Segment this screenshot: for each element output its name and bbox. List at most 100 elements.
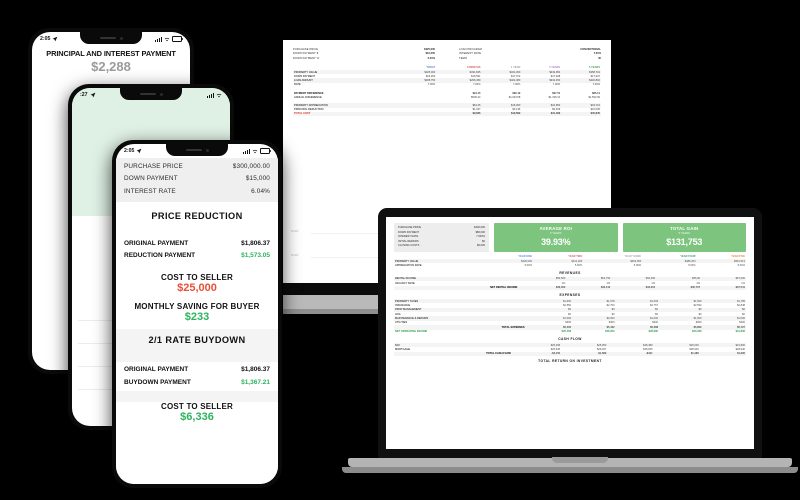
summary-right-column: LOAN PROGRAM CONVENTIONAL INTEREST RATE … [449,48,601,61]
monthly-saving-label: MONTHLY SAVING FOR BUYER [134,302,260,312]
cell: $545.24 [471,95,481,99]
fact-value: 7.540% [476,235,485,239]
average-roi-card: AVERAGE ROI 5 YEARS 39.93% [494,223,618,252]
row-value: $1,367.21 [241,378,270,386]
col-head-year-three: YEAR THREE [624,255,642,259]
earpiece-speaker-icon [99,36,116,40]
summary-row: DOWN PAYMENT $ $16,250 [293,52,435,56]
cash-flow-heading: CASH FLOW [558,336,582,341]
row-label: NOI [395,343,400,347]
cell: $5,727 [737,325,745,329]
row-label: DOWN PAYMENT [294,74,316,78]
status-left: 2:05 [40,36,58,42]
cell: 7.00% [592,83,600,87]
cell: $0 [655,312,659,316]
cell: $1,594.93 [588,95,600,99]
cell: -$191 [645,352,653,356]
col-head-year-five: YEAR FIVE [731,255,745,259]
cell: $1,678 [606,299,615,303]
principal-interest-value: $2,288 [91,59,131,74]
cell: $55,90 [692,277,701,281]
summary-row: INTEREST RATE 7.00% [459,52,601,56]
table-row: PROP MANAGEMENT $0 $0 $0 $0 $0 [394,307,746,313]
price-reduction-rows: ORIGINAL PAYMENT $1,806.37 REDUCTION PAY… [116,238,278,262]
row-label: INSURANCE [395,303,411,307]
laptop-base-notch [552,457,608,463]
table-row-total-expenses: TOTAL EXPENSES $5,400 $5,432 $5,388 $5,8… [394,325,746,330]
col-head-year-two: YEAR TWO [568,255,583,259]
cell: $26,945 [550,347,561,351]
status-right [243,148,271,154]
cell: 5.00% [574,264,583,268]
row-label: PAYMENT DIFFERENCE [294,91,324,95]
cell: $6,469 [552,108,561,112]
fact-row: DOWN PAYMENT $80,000 [398,231,485,236]
fact-row: INITIAL REPAIRS $0 [398,240,485,245]
cell: $25,468 [561,330,572,334]
table-row: APPRECIATION RATE 5.00% 5.00% 5.00% 5.00… [394,263,746,267]
battery-icon [260,148,271,154]
cell: $332,450 [549,78,561,82]
cell: $28,680 [648,330,659,334]
cash-flow-table: NOI $25,468 $25,950 $28,480 $30,003 $31,… [394,342,746,357]
location-arrow-icon [52,36,58,42]
rate-buydown-section: 2/1 RATE BUYDOWN ORIGINAL PAYMENT $1,806… [116,329,278,429]
table-row: MORTGAGE $26,945 $26,947 $28,845 $28,940… [394,347,746,351]
table-header-row: YEAR ONE YEAR TWO YEAR THREE YEAR FOUR Y… [394,255,746,259]
earpiece-speaker-icon [185,148,202,152]
reduction-payment-row: REDUCTION PAYMENT $1,573.05 [124,250,270,262]
table-row: RENTAL INCOME $50,500 $52,750 $54,065 $5… [394,276,746,282]
cell: 1% [696,281,701,285]
row-label: RENTAL INCOME [395,277,417,281]
table-row: LOAN AMOUNT $308,750 $296,459 $324,380 $… [293,78,601,83]
cell: $91.15 [472,91,481,95]
wifi-icon [216,93,222,97]
col-head-6months: 6 MONTHS [467,66,481,70]
fact-row: PURCHASE PRICE $400,000 [398,226,485,231]
cell: $26,950 [605,330,615,334]
original-payment-row: ORIGINAL PAYMENT $1,806.37 [124,238,270,250]
cell: $17,498 [550,74,561,78]
input-row-down-payment[interactable]: DOWN PAYMENT $15,000 [124,173,270,185]
cell: $1,000 [650,317,659,321]
summary-value: 5.00% [427,56,435,60]
cost-to-seller-label: COST TO SELLER [161,273,233,283]
summary-label: TERM [459,56,467,60]
cell: $341,450 [509,70,521,74]
cell: $510,513 [734,259,745,263]
table-row: NOI $25,468 $25,950 $28,480 $30,003 $31,… [394,342,746,348]
rate-buydown-heading: 2/1 RATE BUYDOWN [148,335,246,346]
signal-bars-icon [207,92,214,98]
row-label: ORIGINAL PAYMENT [124,366,189,374]
cell: $17,072 [510,74,521,78]
input-label: INTEREST RATE [124,187,176,195]
battery-icon [172,36,183,42]
cell: $25,950 [596,343,607,347]
table-row: VACANCY RATE 1% 1% 1% 1% 1% [394,281,746,285]
cell: $33,719 [590,104,600,108]
cell: $30,308 [692,330,702,334]
cell: $26,947 [596,347,607,351]
input-row-purchase-price[interactable]: PURCHASE PRICE $300,000.00 [124,161,270,173]
input-row-interest-rate[interactable]: INTEREST RATE 6.04% [124,186,270,198]
fact-label: DOWN PAYMENT [398,230,420,234]
cell: $52,750 [600,277,611,281]
card-subtitle: 5 YEARS [550,232,562,235]
location-arrow-icon [90,92,95,98]
row-label: APPRECIATION RATE [395,264,422,268]
cell: $1,347 [472,108,481,112]
phone-front: 2:05 PURCHASE PRICE $300,000.00 DOWN [112,140,282,488]
cell: $300 [695,321,702,325]
cost-to-seller-label: COST TO SELLER [161,401,233,411]
laptop-screen: PURCHASE PRICE $400,000 DOWN PAYMENT $80… [386,217,754,449]
cell: $45,845 [590,112,600,116]
property-value-table: YEAR ONE YEAR TWO YEAR THREE YEAR FOUR Y… [394,255,746,268]
cell: $340,802 [589,78,600,82]
cell: $30,000 [555,286,566,290]
cell: $34,054 [645,286,656,290]
row-label: LOAN AMOUNT [294,78,313,82]
cell: $32,412 [600,286,611,290]
row-label: HOA [395,312,401,316]
fact-value: $6,000 [477,244,485,248]
